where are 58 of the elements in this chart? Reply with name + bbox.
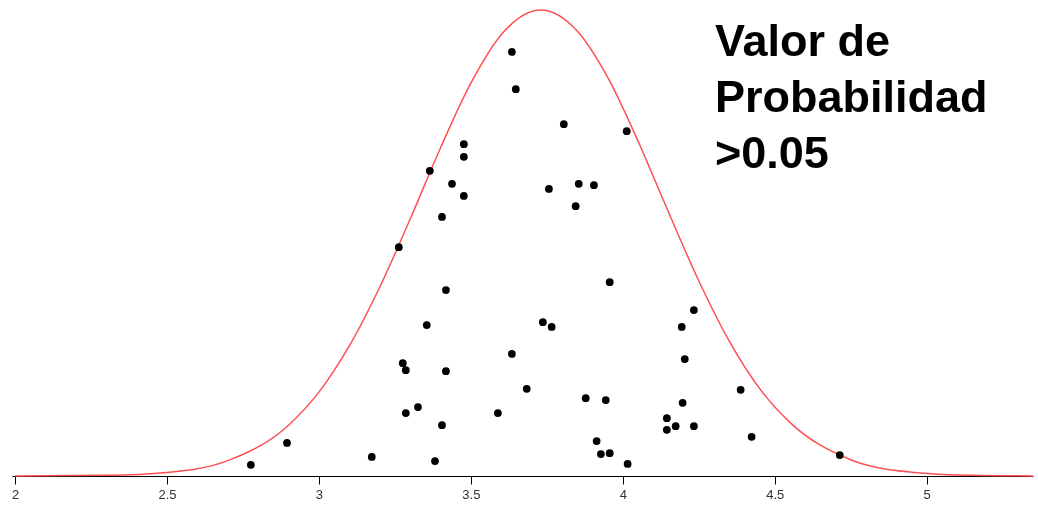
annotation: Valor de Probabilidad >0.05 (715, 15, 988, 178)
point (680, 355, 689, 363)
point (662, 426, 671, 434)
point (394, 243, 403, 252)
point (605, 278, 614, 287)
point (590, 181, 598, 190)
point (592, 437, 601, 445)
point (574, 179, 583, 188)
point (571, 202, 580, 211)
point (597, 450, 605, 458)
point (459, 152, 468, 161)
point (601, 396, 610, 404)
point (547, 323, 556, 331)
point (442, 367, 450, 376)
point (438, 421, 446, 430)
point (494, 409, 502, 417)
point (367, 453, 376, 461)
point (747, 432, 756, 441)
x-tick-label: 3 (315, 486, 324, 502)
point (835, 451, 844, 459)
point (401, 409, 410, 417)
point (398, 359, 407, 368)
x-tick-label: 5 (923, 486, 931, 502)
point (507, 48, 516, 56)
point (425, 166, 434, 175)
point (414, 403, 422, 411)
point (622, 127, 631, 136)
x-tick-label: 3.5 (462, 486, 481, 502)
point (736, 385, 745, 394)
x-tick-label: 4.5 (766, 486, 785, 502)
point (690, 422, 698, 430)
point (442, 286, 450, 294)
x-tick-label: 2.5 (158, 486, 177, 502)
point (507, 350, 516, 358)
point (538, 318, 547, 327)
x-tick-label: 2 (11, 486, 20, 502)
point (246, 460, 255, 469)
point (522, 384, 531, 393)
point (690, 306, 698, 314)
x-tick-label: 4 (619, 486, 627, 502)
point (459, 140, 468, 149)
point (545, 185, 553, 193)
point (401, 366, 410, 375)
point (605, 449, 614, 458)
point (678, 398, 687, 407)
point (438, 213, 446, 221)
point (283, 439, 291, 447)
point (581, 394, 590, 403)
point (671, 422, 680, 430)
point (431, 457, 439, 465)
point (623, 460, 632, 468)
point (559, 120, 568, 129)
point (677, 323, 686, 331)
point (662, 414, 671, 423)
point (448, 179, 456, 188)
point (422, 321, 431, 329)
point (511, 85, 520, 94)
point (459, 192, 468, 200)
